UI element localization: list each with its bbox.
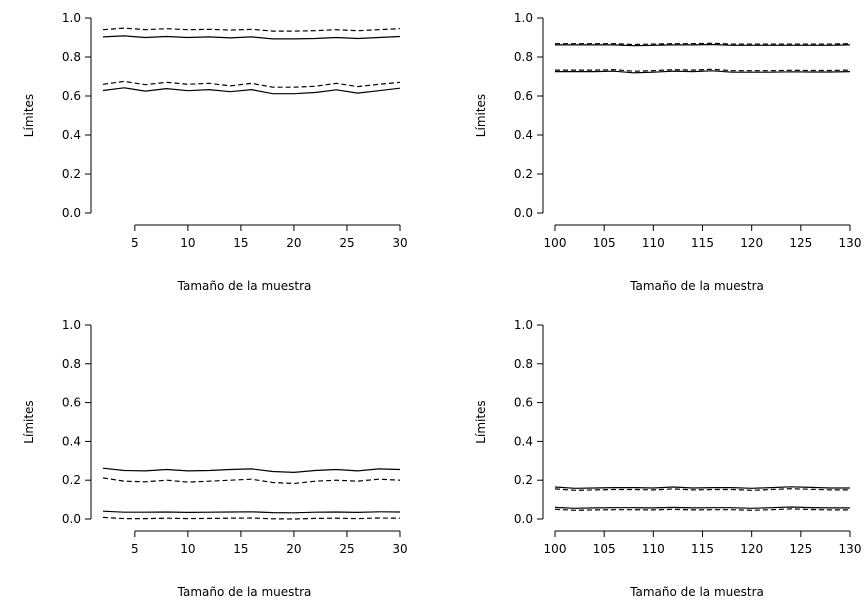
series-line-3-dashed bbox=[102, 80, 401, 88]
x-tick-label: 15 bbox=[233, 236, 248, 250]
series-line-4-dashed bbox=[102, 516, 401, 520]
y-tick-label: 0.0 bbox=[62, 206, 81, 220]
y-tick-label: 0.8 bbox=[514, 50, 533, 64]
series-line-1-solid bbox=[554, 486, 850, 489]
x-tick-label: 115 bbox=[691, 542, 714, 556]
x-tick-label: 105 bbox=[593, 236, 616, 250]
x-tick-label: 100 bbox=[544, 542, 567, 556]
x-tick-label: 20 bbox=[286, 236, 301, 250]
x-tick-label: 5 bbox=[131, 542, 139, 556]
y-tick-label: 0.0 bbox=[514, 512, 533, 526]
x-tick-label: 130 bbox=[839, 236, 862, 250]
series-line-1-dashed bbox=[555, 42, 851, 46]
series-line-1-solid bbox=[102, 467, 401, 474]
x-tick-label: 10 bbox=[180, 542, 195, 556]
series-line-4-solid bbox=[102, 87, 401, 95]
y-tick-label: 0.0 bbox=[514, 206, 533, 220]
x-tick-label: 110 bbox=[642, 542, 665, 556]
x-tick-label: 25 bbox=[339, 542, 354, 556]
y-tick-label: 0.4 bbox=[62, 434, 81, 448]
x-tick-label: 130 bbox=[839, 542, 862, 556]
y-tick-label: 1.0 bbox=[514, 318, 533, 332]
x-tick-label: 25 bbox=[339, 236, 354, 250]
y-tick-label: 0.4 bbox=[514, 434, 533, 448]
y-tick-label: 0.4 bbox=[62, 128, 81, 142]
chart-panel-2: 0.0 0.2 0.4 0.6 0.8 1.0 100 105 110 115 120 125 130 T… bbox=[474, 11, 861, 293]
series-line-2-dashed bbox=[554, 488, 850, 491]
chart-panel-4: 0.0 0.2 0.4 0.6 0.8 1.0 100 105 110 115 120 125 130 T… bbox=[474, 318, 861, 599]
x-axis-title: Tamaño de la muestra bbox=[177, 279, 312, 293]
series-line-3-dashed bbox=[555, 68, 851, 72]
series-line-1-dashed bbox=[102, 27, 401, 32]
y-tick-label: 0.2 bbox=[514, 473, 533, 487]
y-tick-label: 0.2 bbox=[514, 167, 533, 181]
y-tick-label: 0.2 bbox=[62, 473, 81, 487]
y-tick-label: 0.6 bbox=[62, 89, 81, 103]
series-line-4-dashed bbox=[554, 508, 850, 511]
x-tick-label: 125 bbox=[789, 236, 812, 250]
x-tick-label: 105 bbox=[593, 542, 616, 556]
x-axis-title: Tamaño de la muestra bbox=[177, 585, 312, 599]
y-axis-title: Límites bbox=[22, 94, 36, 137]
x-tick-label: 30 bbox=[392, 236, 407, 250]
y-axis-title: Límites bbox=[22, 400, 36, 443]
x-tick-label: 120 bbox=[740, 542, 763, 556]
y-axis-title: Límites bbox=[474, 400, 488, 443]
chart-panel-3: 0.0 0.2 0.4 0.6 0.8 1.0 5 10 15 20 25 30 Tamaño de l… bbox=[22, 318, 408, 599]
series-line-2-dashed bbox=[102, 477, 401, 485]
y-tick-label: 0.6 bbox=[514, 89, 533, 103]
x-tick-label: 20 bbox=[286, 542, 301, 556]
series-line-4-solid bbox=[555, 70, 851, 74]
y-tick-label: 0.4 bbox=[514, 128, 533, 142]
x-tick-label: 10 bbox=[180, 236, 195, 250]
y-axis-title: Límites bbox=[474, 94, 488, 137]
y-tick-label: 0.8 bbox=[62, 357, 81, 371]
x-tick-label: 15 bbox=[233, 542, 248, 556]
x-tick-label: 110 bbox=[642, 236, 665, 250]
y-tick-label: 1.0 bbox=[62, 318, 81, 332]
y-tick-label: 0.2 bbox=[62, 167, 81, 181]
y-tick-label: 1.0 bbox=[62, 11, 81, 25]
x-axis-title: Tamaño de la muestra bbox=[629, 585, 764, 599]
x-tick-label: 30 bbox=[392, 542, 407, 556]
series-line-3-solid bbox=[102, 510, 401, 514]
x-tick-label: 100 bbox=[544, 236, 567, 250]
y-tick-label: 0.8 bbox=[62, 50, 81, 64]
x-tick-label: 125 bbox=[789, 542, 812, 556]
series-line-3-solid bbox=[554, 506, 850, 509]
x-tick-label: 120 bbox=[740, 236, 763, 250]
x-axis-title: Tamaño de la muestra bbox=[629, 279, 764, 293]
y-tick-label: 0.6 bbox=[62, 396, 81, 410]
y-tick-label: 1.0 bbox=[514, 11, 533, 25]
series-line-2-solid bbox=[555, 43, 851, 47]
x-tick-label: 115 bbox=[691, 236, 714, 250]
series-line-2-solid bbox=[102, 35, 401, 40]
y-tick-label: 0.0 bbox=[62, 512, 81, 526]
y-tick-label: 0.8 bbox=[514, 357, 533, 371]
y-tick-label: 0.6 bbox=[514, 396, 533, 410]
x-tick-label: 5 bbox=[131, 236, 139, 250]
chart-panel-1: 0.0 0.2 0.4 0.6 0.8 1.0 5 10 15 20 25 30 Tamaño de l… bbox=[22, 11, 408, 293]
